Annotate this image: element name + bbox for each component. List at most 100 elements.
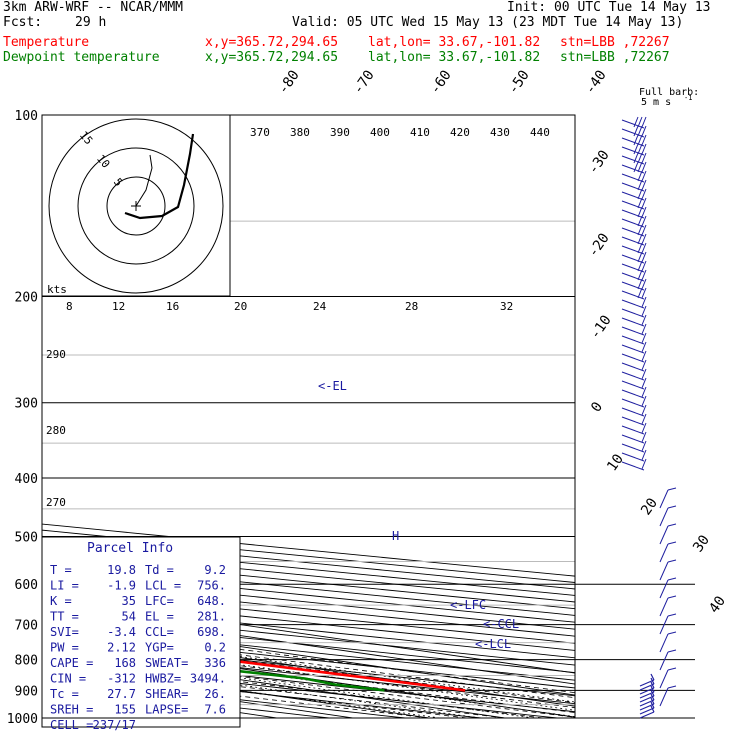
parcel-key: LCL = — [145, 579, 181, 593]
wind-barb — [621, 377, 647, 390]
forecast-label: Fcst: — [3, 15, 43, 30]
barb-legend-line1: Full barb: — [639, 87, 699, 98]
pressure-label-700: 700 — [15, 619, 38, 634]
parcel-value: 168 — [114, 656, 136, 670]
model-title: 3km ARW-WRF -- NCAR/MMM — [3, 0, 184, 15]
wind-barb — [621, 305, 647, 318]
wind-barb — [659, 541, 677, 563]
hodograph-units: kts — [47, 283, 67, 296]
parcel-value: -3.4 — [107, 625, 136, 639]
wind-barb — [621, 449, 647, 462]
temperature-xy: x,y=365.72,294.65 — [205, 35, 339, 50]
theta-label: 390 — [330, 126, 350, 139]
moist-adiabat — [42, 623, 575, 694]
wind-barb — [639, 681, 655, 695]
pressure-label-100: 100 — [15, 109, 38, 124]
parcel-key: HWBZ= — [145, 672, 181, 686]
pressure-label-600: 600 — [15, 578, 38, 593]
parcel-frame — [41, 536, 241, 728]
pressure-label-400: 400 — [15, 472, 38, 487]
wind-barb — [621, 413, 647, 426]
temperature-legend: Temperature — [3, 35, 90, 50]
wind-barb — [621, 323, 647, 336]
parcel-value: -312 — [107, 672, 136, 686]
moist-adiabat — [42, 652, 575, 718]
wind-barb — [621, 134, 647, 147]
wind-barb — [621, 458, 647, 471]
wind-barb — [621, 242, 647, 255]
parcel-value: 26. — [204, 687, 226, 701]
parcel-key: CELL = — [50, 718, 93, 732]
parcel-key: SWEAT= — [145, 656, 188, 670]
pressure-label-500: 500 — [15, 530, 38, 545]
temperature-tick-label: -40 — [582, 67, 610, 97]
theta-label: 420 — [450, 126, 470, 139]
wind-barb — [621, 197, 647, 210]
parcel-value: 19.8 — [107, 563, 136, 577]
parcel-info-box: Parcel Info T = 19.8 Td = 9.2 LI = -1.9 LCL = 75… — [41, 536, 241, 732]
parcel-value: 2.12 — [107, 641, 136, 655]
dewpoint-station: stn=LBB ,72267 — [560, 50, 670, 65]
wind-barb — [621, 359, 647, 372]
temperature-tick-label: -10 — [587, 312, 615, 342]
wind-barb — [639, 685, 655, 699]
temperature-station: stn=LBB ,72267 — [560, 35, 670, 50]
wind-barb — [621, 431, 647, 444]
barb-legend: Full barb: 5 m s -1 — [639, 87, 699, 108]
parcel-key: Td = — [145, 563, 174, 577]
hodograph-ring — [77, 147, 195, 265]
barb-legend-sup: -1 — [684, 94, 692, 102]
dry-adiabat — [42, 548, 575, 603]
temperature-tick-label: -70 — [350, 67, 378, 97]
wind-barb — [621, 161, 647, 174]
parcel-value: 155 — [114, 703, 136, 717]
wind-barb — [621, 314, 647, 327]
wind-barb — [659, 577, 677, 599]
theta-label: 290 — [46, 348, 66, 361]
barb-legend-line2: 5 m s — [641, 97, 671, 108]
hodograph-storm-motion — [135, 154, 153, 207]
parcel-key: TT = — [50, 610, 79, 624]
wind-barb — [621, 143, 647, 156]
wind-barb — [639, 693, 655, 707]
parcel-value: 336 — [204, 656, 226, 670]
parcel-value: 7.6 — [204, 703, 226, 717]
wind-barb — [639, 689, 655, 703]
forecast-hours: 29 h — [75, 15, 107, 30]
parcel-key: Tc = — [50, 687, 79, 701]
dewpoint-latlon: lat,lon= 33.67,-101.82 — [368, 50, 541, 65]
parcel-key: LAPSE= — [145, 703, 188, 717]
annotation-ccl: <-CCL — [483, 617, 519, 631]
hodograph-axis-label: 20 — [234, 300, 247, 313]
temperature-tick-label: -50 — [505, 67, 533, 97]
parcel-key: CIN = — [50, 672, 86, 686]
wind-barb — [621, 188, 647, 201]
pressure-label-900: 900 — [15, 684, 38, 699]
dry-adiabat — [42, 661, 562, 718]
annotation-lfc: <-LFC — [450, 598, 486, 612]
theta-label: 430 — [490, 126, 510, 139]
parcel-value: 756. — [197, 579, 226, 593]
wind-barb — [621, 395, 647, 408]
annotation-el: <-EL — [318, 379, 347, 393]
wind-barb — [621, 224, 647, 237]
hodograph-trace — [124, 133, 195, 220]
init-time: Init: 00 UTC Tue 14 May 13 — [507, 0, 711, 15]
theta-label: 400 — [370, 126, 390, 139]
plot-frame — [41, 114, 576, 719]
hodograph-axis-label: 28 — [405, 300, 418, 313]
theta-label: 440 — [530, 126, 550, 139]
header: 3km ARW-WRF -- NCAR/MMM Init: 00 UTC Tue… — [0, 0, 740, 70]
hodograph-axis-label: 8 — [66, 300, 73, 313]
mixing-ratio-line — [42, 629, 575, 703]
wind-barb — [659, 487, 677, 509]
parcel-key: SVI= — [50, 625, 79, 639]
hodograph-ring — [48, 118, 224, 294]
hodograph-axis-label: 16 — [166, 300, 179, 313]
wind-barb — [659, 595, 677, 617]
wind-barb — [621, 260, 647, 273]
parcel-value: 281. — [197, 610, 226, 624]
wind-barb — [621, 386, 647, 399]
theta-label: 370 — [250, 126, 270, 139]
